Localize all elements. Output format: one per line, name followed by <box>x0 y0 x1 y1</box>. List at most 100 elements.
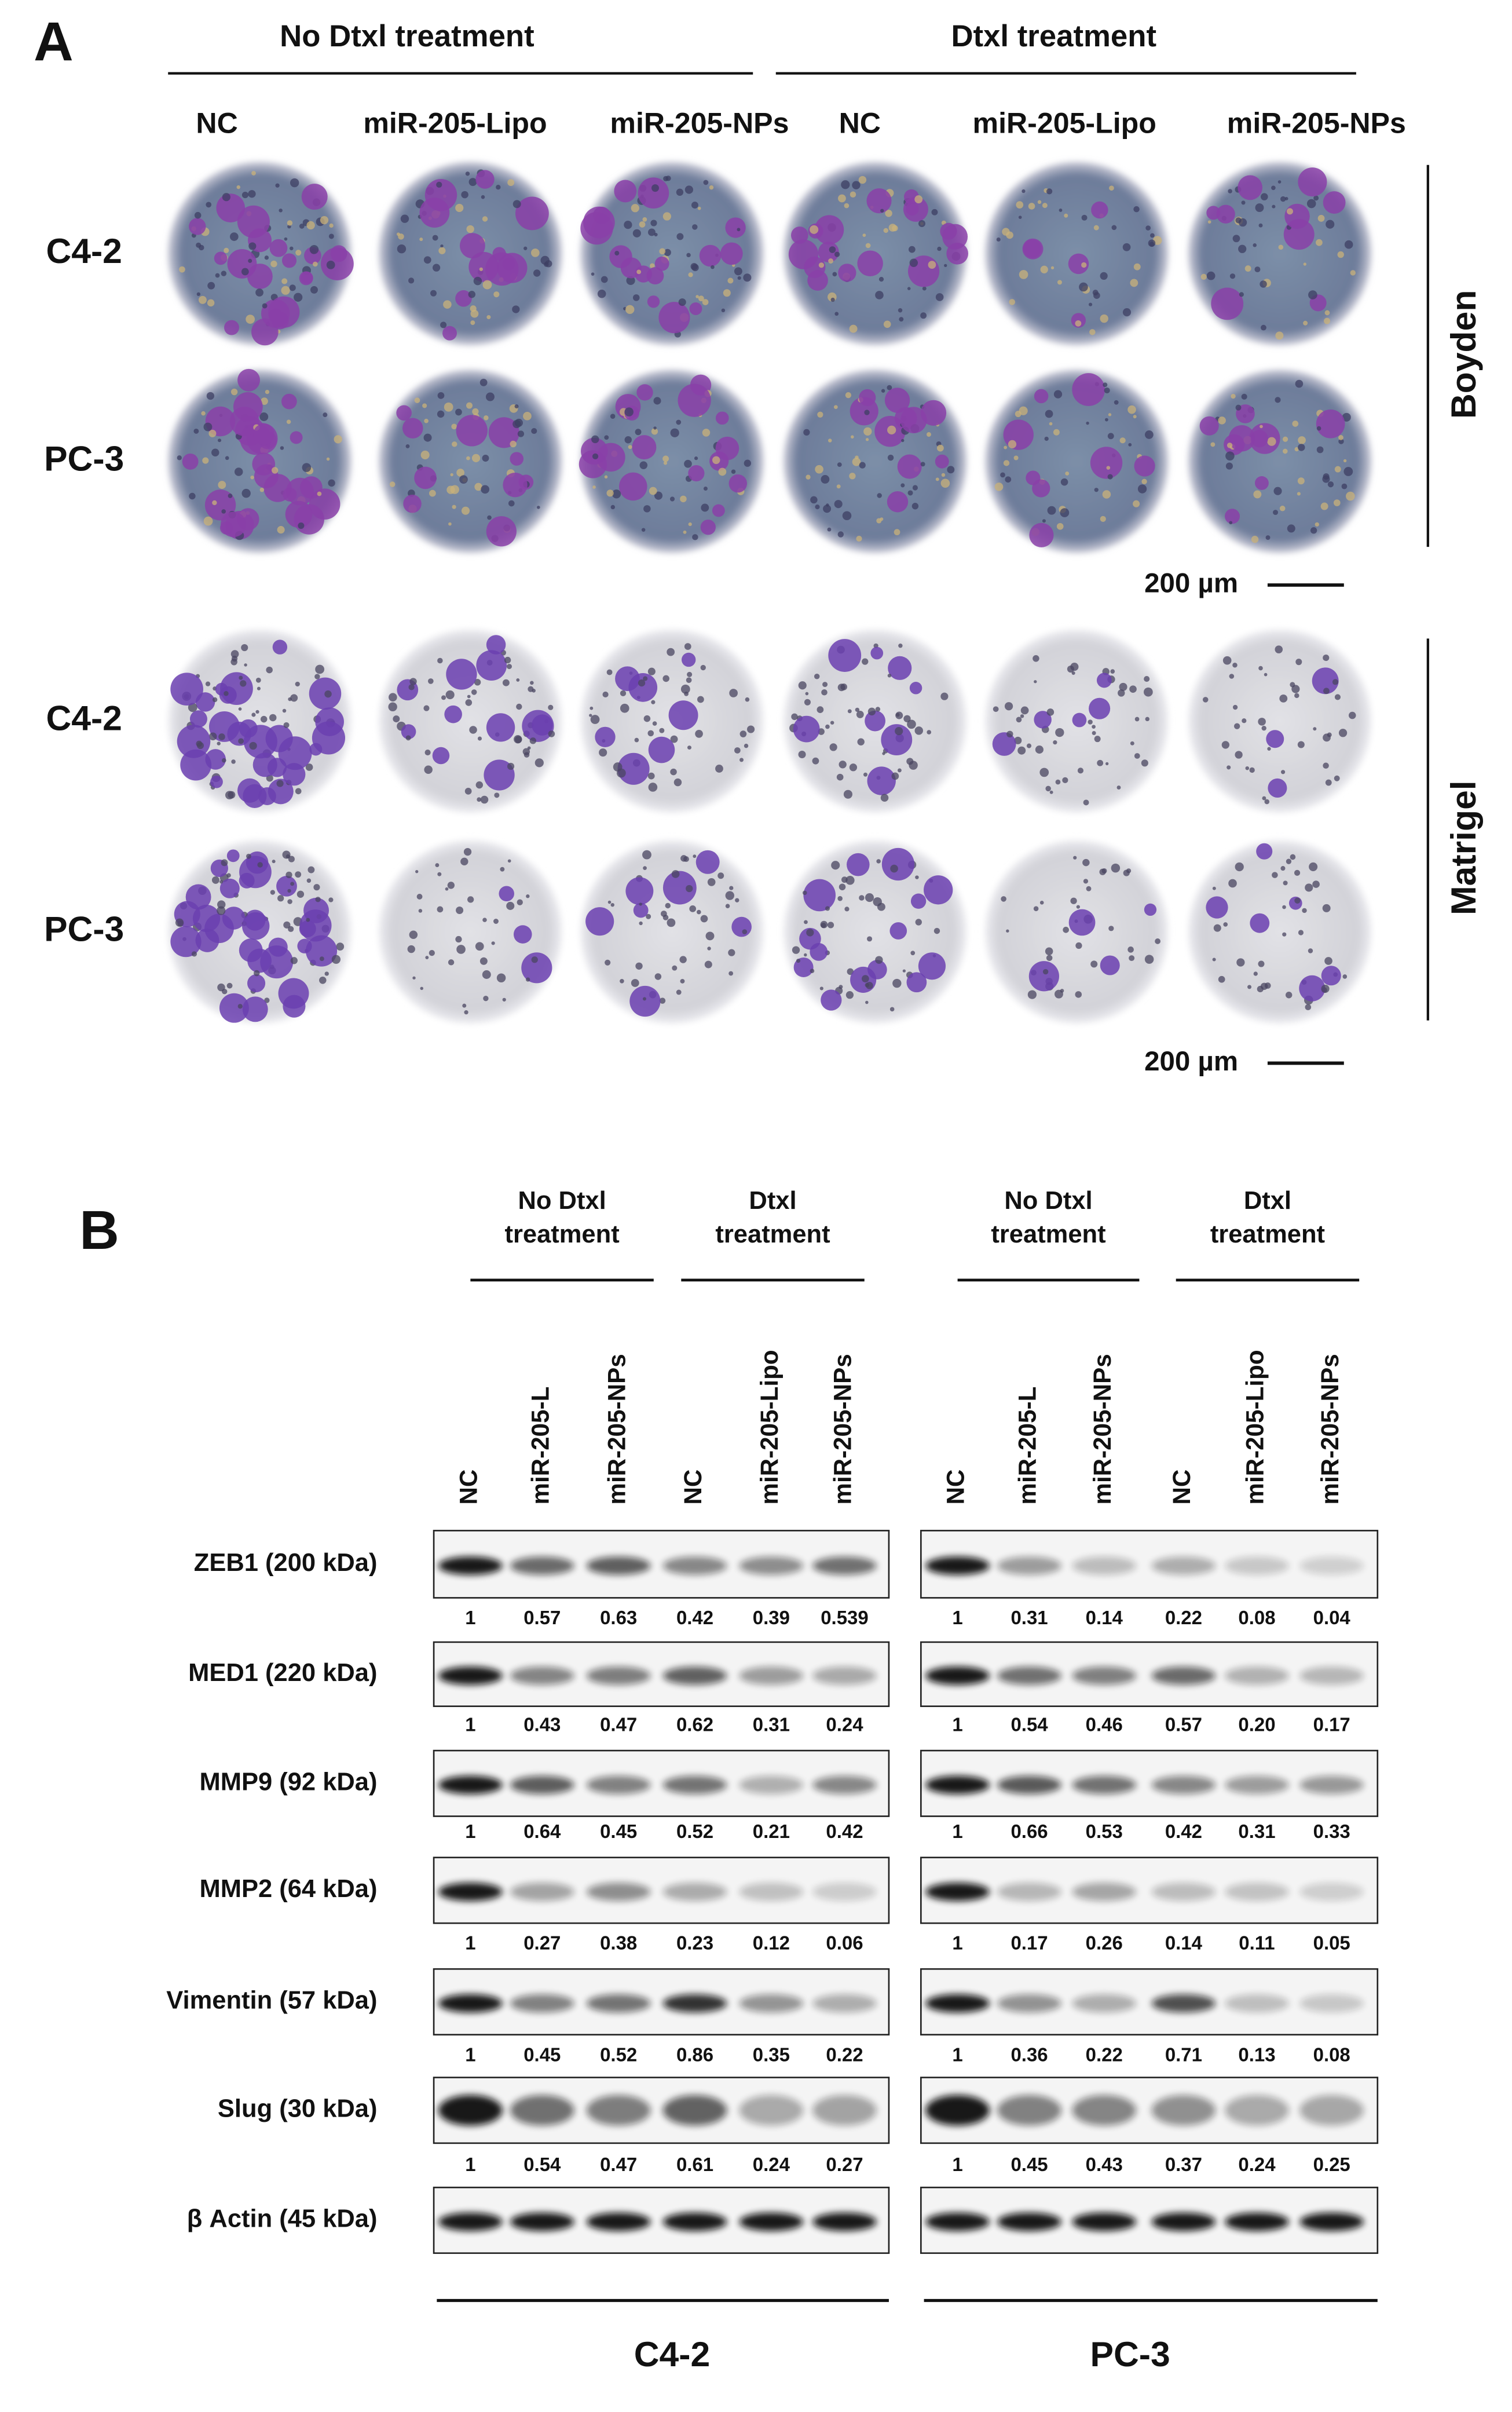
cell <box>1020 706 1029 715</box>
cell <box>680 684 690 694</box>
cell <box>1326 220 1335 229</box>
cell <box>807 270 828 291</box>
quantification: 1 <box>465 1607 475 1628</box>
band <box>812 1556 877 1575</box>
quantification: 0.27 <box>826 2154 863 2175</box>
cell <box>1272 872 1278 878</box>
cell <box>1284 203 1310 229</box>
cell <box>882 752 885 755</box>
micrograph <box>985 629 1169 813</box>
cell <box>444 705 462 723</box>
cell <box>825 906 830 911</box>
cell <box>875 956 883 964</box>
micrograph <box>1188 840 1372 1024</box>
cell <box>301 184 328 210</box>
quantification: 0.45 <box>523 2044 561 2065</box>
cell <box>1060 989 1064 993</box>
cell <box>1094 488 1099 492</box>
cell <box>1119 437 1126 444</box>
cell <box>642 217 647 222</box>
cell <box>222 193 230 202</box>
cell <box>1218 975 1225 983</box>
micrograph-field <box>168 162 352 345</box>
cell <box>1150 233 1155 238</box>
cell <box>1123 869 1130 876</box>
lane-label: miR-205-L <box>526 1387 554 1505</box>
cell <box>887 674 892 678</box>
cell <box>1308 290 1317 299</box>
cell <box>1018 215 1022 219</box>
cell <box>1334 694 1341 700</box>
cell <box>455 408 462 416</box>
cell <box>474 483 482 491</box>
row-label: PC-3 <box>44 438 124 478</box>
cell <box>313 261 318 267</box>
cell <box>182 453 199 470</box>
quantification: 0.42 <box>676 1607 713 1628</box>
band <box>997 2095 1061 2126</box>
quantification: 0.26 <box>1086 1932 1123 1954</box>
cell <box>815 505 820 510</box>
micrograph <box>1188 370 1372 553</box>
cell <box>400 214 409 223</box>
cell <box>702 429 711 437</box>
cell <box>432 747 450 765</box>
cell <box>389 693 397 702</box>
cell <box>248 242 257 250</box>
cell <box>1258 960 1265 967</box>
cell <box>650 220 657 226</box>
cell <box>251 171 256 176</box>
quantification: 0.66 <box>1011 1821 1048 1842</box>
cell <box>654 232 658 237</box>
group-header: treatment <box>991 1220 1105 1248</box>
cell <box>1282 932 1287 937</box>
blot-strip <box>433 1641 890 1707</box>
cell <box>1122 308 1132 317</box>
cell <box>639 221 646 228</box>
cell <box>638 679 646 687</box>
cell <box>1260 425 1263 429</box>
cell <box>548 704 554 710</box>
band <box>812 1883 877 1901</box>
micrograph <box>783 840 967 1024</box>
cell <box>867 766 896 795</box>
cell <box>326 260 335 269</box>
cell <box>676 419 682 425</box>
cell <box>286 477 314 506</box>
cell <box>1016 201 1024 209</box>
cell <box>687 745 691 750</box>
cell <box>257 862 263 868</box>
cell <box>803 879 836 912</box>
cell <box>1261 193 1268 200</box>
band <box>739 1556 804 1575</box>
cell <box>647 295 660 308</box>
cell <box>466 456 470 461</box>
cell <box>334 435 342 444</box>
cell <box>646 913 651 919</box>
group-header: Dtxl treatment <box>951 19 1156 53</box>
cell <box>219 878 240 898</box>
micrograph <box>379 162 562 345</box>
cell <box>1297 741 1305 748</box>
cell <box>1257 985 1264 993</box>
cell <box>255 677 261 683</box>
cell <box>863 427 872 436</box>
cell <box>1071 671 1075 675</box>
band <box>586 2212 651 2231</box>
band <box>1072 2095 1137 2126</box>
cell <box>915 919 922 926</box>
cell <box>876 859 881 864</box>
cell <box>731 469 736 474</box>
cell <box>681 652 696 667</box>
quantification: 0.52 <box>676 1821 713 1842</box>
cell <box>226 849 240 863</box>
cell <box>238 707 242 711</box>
cell <box>486 635 506 655</box>
cell <box>1238 175 1262 200</box>
cell <box>420 986 423 991</box>
band <box>438 2212 503 2231</box>
blot-strip <box>920 2187 1379 2254</box>
lane-label: miR-205-NPs <box>603 1354 630 1504</box>
cell <box>690 262 698 271</box>
cell <box>718 467 727 476</box>
